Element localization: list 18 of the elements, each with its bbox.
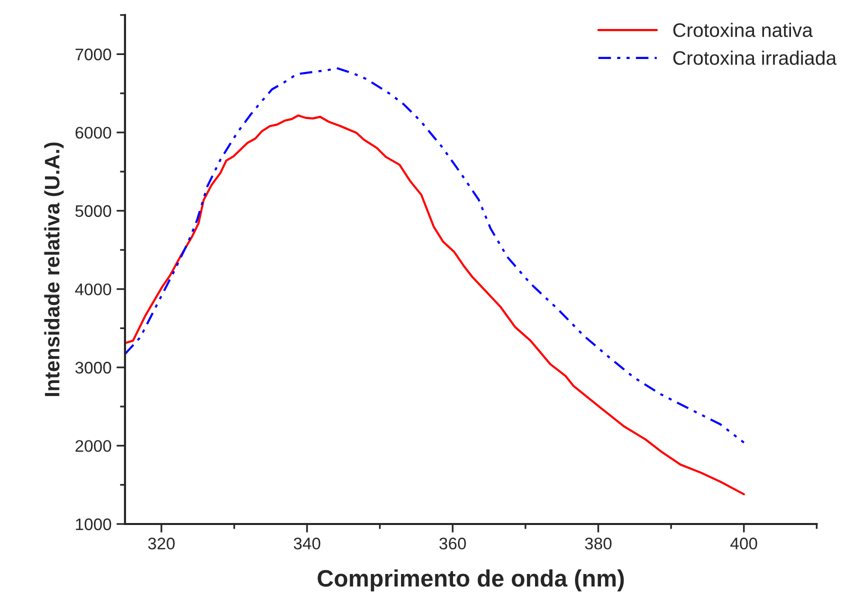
y-tick-label: 3000 <box>75 362 112 374</box>
x-tick-label: 380 <box>585 538 612 550</box>
x-tick-label: 400 <box>730 538 758 550</box>
x-tick-label: 340 <box>294 538 320 550</box>
line-series <box>125 67 745 444</box>
legend-label: Crotoxina nativa <box>673 22 813 38</box>
y-tick-label: 6000 <box>76 126 112 139</box>
y-axis-title: Intensidade relativa (U.A.) <box>44 142 64 396</box>
y-tick-label: 2000 <box>76 440 112 452</box>
x-tick-label: 320 <box>148 538 175 550</box>
y-tick-label: 5000 <box>75 205 112 217</box>
line-series <box>125 114 745 496</box>
x-axis-title: Comprimento de onda (nm) <box>318 569 624 592</box>
y-tick-label: 4000 <box>75 283 112 296</box>
y-tick-label: 7000 <box>76 48 112 60</box>
legend-label: Crotoxina irradiada <box>673 50 837 65</box>
x-tick-label: 360 <box>439 538 466 550</box>
y-tick-label: 1000 <box>76 518 112 530</box>
